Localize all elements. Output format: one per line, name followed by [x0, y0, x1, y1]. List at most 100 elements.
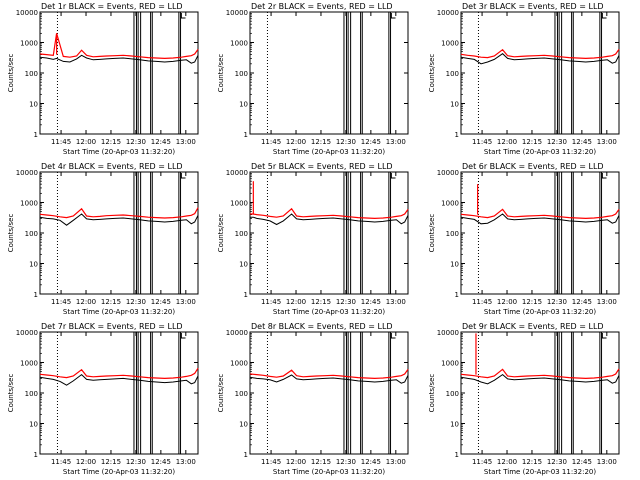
y-tick-label: 1000 [230, 200, 248, 208]
y-tick-label: 10 [450, 421, 459, 429]
y-tick-label: 10 [450, 261, 459, 269]
x-axis-label: Start Time (20-Apr-03 11:32:20) [273, 468, 385, 476]
corner-marker [180, 173, 186, 179]
data-gap-bar [388, 11, 392, 135]
detector-panel-8: Det 8r BLACK = Events, RED = LLD 1 10 100 10… [217, 322, 409, 476]
data-gap-bar [150, 11, 153, 135]
x-tick-label: 12:00 [76, 458, 96, 466]
data-gap-bar [137, 11, 142, 135]
data-gap-bar [571, 171, 574, 295]
corner-marker [180, 13, 186, 19]
data-gap-bar [558, 11, 563, 135]
y-tick-label: 100 [235, 230, 248, 238]
detector-panel-5: Det 5r BLACK = Events, RED = LLD 1 10 100 10… [217, 162, 409, 316]
x-tick-label: 13:00 [597, 298, 617, 306]
data-gap-bar [360, 11, 363, 135]
series-line-events [39, 373, 199, 386]
y-tick-label: 100 [446, 70, 459, 78]
x-tick-label: 12:30 [126, 298, 146, 306]
detector-panel-9: Det 9r BLACK = Events, RED = LLD 1 10 100 10… [428, 322, 620, 476]
detector-panel-2: Det 2r BLACK = Events, RED = LLD 1 10 100 10… [217, 2, 409, 156]
x-tick-label: 12:00 [497, 138, 517, 146]
data-gap-bar [558, 171, 563, 295]
x-tick-label: 12:30 [547, 458, 567, 466]
y-axis-label: Counts/sec [7, 214, 15, 253]
x-tick-label: 12:15 [522, 298, 542, 306]
y-tick-label: 10 [29, 421, 38, 429]
data-gap-bar [554, 171, 558, 295]
x-tick-label: 12:15 [101, 138, 121, 146]
x-tick-label: 12:30 [547, 298, 567, 306]
x-tick-label: 12:15 [522, 138, 542, 146]
y-tick-label: 10 [239, 421, 248, 429]
x-tick-label: 12:15 [311, 298, 331, 306]
data-gap-bar [133, 171, 137, 295]
x-tick-label: 12:45 [572, 458, 592, 466]
x-tick-label: 12:45 [151, 458, 171, 466]
data-gap-bar [599, 11, 603, 135]
y-tick-label: 10 [450, 101, 459, 109]
series-line-lld [39, 33, 199, 60]
series-line-lld [250, 207, 409, 220]
data-gap-bar [178, 11, 182, 135]
y-axis-label: Counts/sec [217, 374, 225, 413]
x-tick-label: 13:00 [176, 298, 196, 306]
panel-title: Det 3r BLACK = Events, RED = LLD [462, 2, 604, 11]
x-tick-label: 13:00 [386, 138, 406, 146]
x-tick-label: 12:00 [286, 138, 306, 146]
y-tick-label: 10000 [226, 169, 248, 177]
y-tick-label: 1000 [20, 360, 38, 368]
y-axis-label: Counts/sec [428, 54, 436, 93]
x-axis-label: Start Time (20-Apr-03 11:32:20) [484, 308, 596, 316]
data-gap-bar [347, 11, 352, 135]
x-tick-label: 11:45 [51, 138, 71, 146]
y-tick-label: 1 [244, 451, 248, 459]
y-tick-label: 10 [239, 261, 248, 269]
y-tick-label: 10000 [16, 9, 38, 17]
panel-title: Det 4r BLACK = Events, RED = LLD [41, 162, 183, 171]
x-tick-label: 11:45 [472, 138, 492, 146]
y-tick-label: 10000 [226, 9, 248, 17]
panel-title: Det 7r BLACK = Events, RED = LLD [41, 322, 183, 331]
corner-marker [390, 173, 396, 179]
corner-marker [180, 333, 186, 339]
x-tick-label: 12:30 [126, 458, 146, 466]
series-line-events [39, 54, 199, 64]
x-tick-label: 12:30 [126, 138, 146, 146]
y-tick-label: 100 [25, 390, 38, 398]
y-axis-label: Counts/sec [217, 214, 225, 253]
x-tick-label: 12:45 [361, 138, 381, 146]
corner-marker [601, 333, 607, 339]
y-tick-label: 100 [446, 230, 459, 238]
x-tick-label: 11:45 [261, 298, 281, 306]
data-gap-bar [388, 331, 392, 455]
detector-panel-6: Det 6r BLACK = Events, RED = LLD 1 10 100 10… [428, 162, 620, 316]
x-tick-label: 11:45 [472, 458, 492, 466]
y-tick-label: 1000 [441, 360, 459, 368]
detector-panel-4: Det 4r BLACK = Events, RED = LLD 1 10 100 10… [7, 162, 199, 316]
series-line-events [39, 213, 199, 226]
x-tick-label: 12:15 [101, 458, 121, 466]
data-gap-bar [178, 331, 182, 455]
x-tick-label: 13:00 [176, 138, 196, 146]
corner-marker [601, 13, 607, 19]
data-gap-bar [554, 331, 558, 455]
x-tick-label: 12:00 [286, 298, 306, 306]
series-line-lld [460, 368, 620, 380]
data-gap-bar [137, 331, 142, 455]
y-tick-label: 10000 [16, 169, 38, 177]
data-gap-bar [343, 11, 347, 135]
data-gap-bar [347, 331, 352, 455]
y-tick-label: 1 [244, 291, 248, 299]
y-tick-label: 1 [244, 131, 248, 139]
x-axis-label: Start Time (20-Apr-03 11:32:20) [484, 148, 596, 156]
data-gap-bar [554, 11, 558, 135]
x-tick-label: 12:00 [497, 458, 517, 466]
x-tick-label: 13:00 [386, 298, 406, 306]
x-tick-label: 12:15 [522, 458, 542, 466]
data-gap-bar [343, 331, 347, 455]
x-axis-label: Start Time (20-Apr-03 11:32:20) [63, 308, 175, 316]
y-tick-label: 10 [29, 101, 38, 109]
